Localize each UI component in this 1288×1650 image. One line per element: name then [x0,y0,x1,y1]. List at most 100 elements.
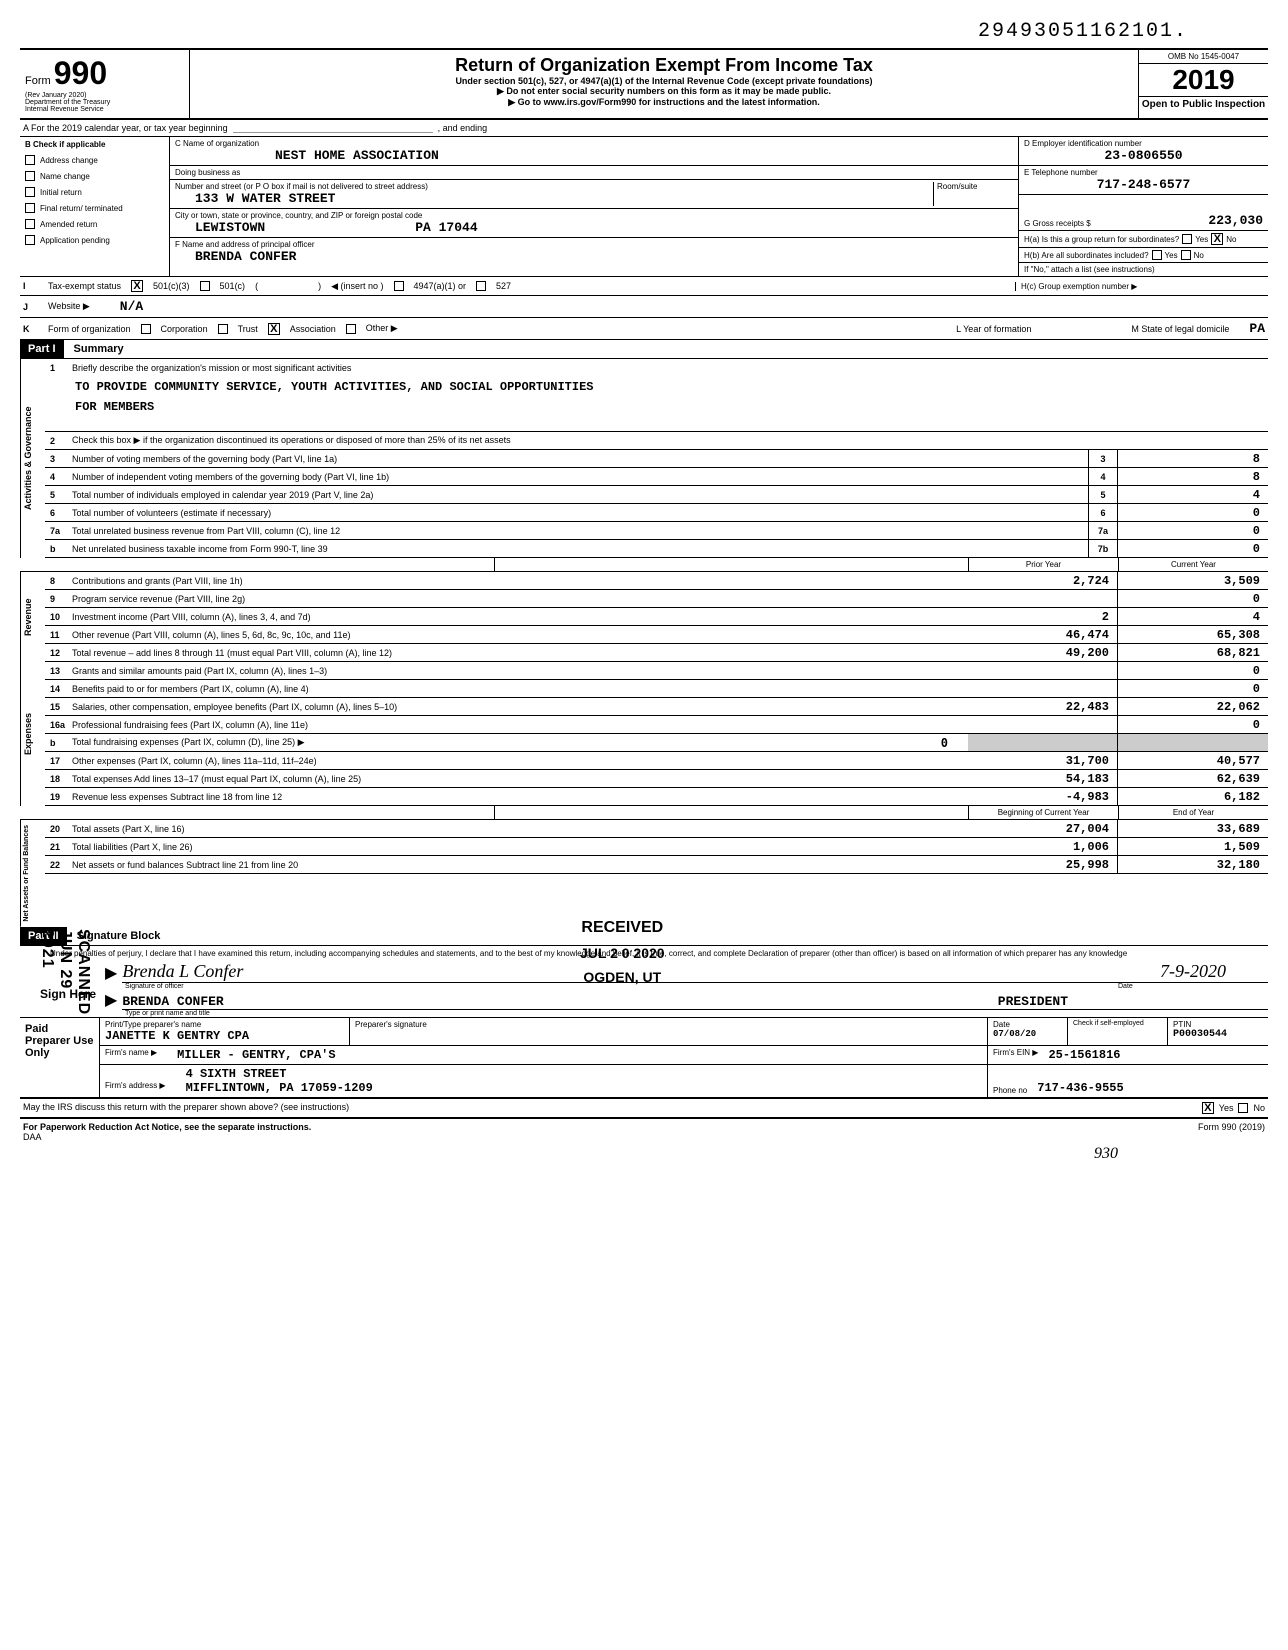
line17-prior: 31,700 [968,752,1118,769]
row-a: A For the 2019 calendar year, or tax yea… [20,120,1268,137]
line15-prior: 22,483 [968,698,1118,715]
sig-date-label: Date [1118,983,1268,990]
firm-addr1: 4 SIXTH STREET [186,1067,287,1081]
part1-header: Part I [20,340,64,358]
line15-label: Salaries, other compensation, employee b… [70,700,968,714]
cb-527[interactable] [476,281,486,291]
cb-final[interactable] [25,203,35,213]
cb-501c[interactable] [200,281,210,291]
firm-phone-label: Phone no [993,1086,1027,1095]
discuss-row: May the IRS discuss this return with the… [20,1099,1268,1119]
hb-no-cb[interactable] [1181,250,1191,260]
tax-year-begin [233,123,433,133]
cb-final-label: Final return/ terminated [40,204,123,213]
end-year-header: End of Year [1118,806,1268,819]
line6-label: Total number of volunteers (estimate if … [70,506,1088,520]
ha-label: H(a) Is this a group return for subordin… [1024,235,1179,244]
line7a-value: 0 [1118,522,1268,539]
cb-assoc[interactable]: X [268,323,280,335]
cb-other[interactable] [346,324,356,334]
line12-current: 68,821 [1118,644,1268,661]
vtab-expenses: Expenses [20,662,45,806]
prep-check-label: Check if self-employed [1068,1018,1168,1045]
street-label: Number and street (or P O box if mail is… [175,182,933,191]
line8-current: 3,509 [1118,572,1268,589]
governance-section: Activities & Governance 1 Briefly descri… [20,359,1268,558]
year-box: OMB No 1545-0047 2019 Open to Public Ins… [1138,50,1268,118]
check-column: B Check if applicable Address change Nam… [20,137,170,276]
line1-label: Briefly describe the organization's miss… [70,361,1268,375]
form-subtitle-1: Under section 501(c), 527, or 4947(a)(1)… [195,76,1133,86]
line3-value: 8 [1118,450,1268,467]
line16a-prior [968,716,1118,733]
line3-label: Number of voting members of the governin… [70,452,1088,466]
label-4947: 4947(a)(1) or [414,281,467,291]
line22-label: Net assets or fund balances Subtract lin… [70,858,968,872]
form-identifier: Form 990 (Rev January 2020) Department o… [20,50,190,118]
form-label: Form [25,75,51,87]
line13-prior [968,662,1118,679]
domicile-value: PA [1239,321,1265,336]
firm-ein-value: 25-1561816 [1048,1048,1120,1062]
hb-yes-cb[interactable] [1152,250,1162,260]
line16b-current-shaded [1118,734,1268,751]
column-headers: Prior Year Current Year [20,558,1268,572]
officer-label: F Name and address of principal officer [175,240,1013,249]
cb-corp[interactable] [141,324,151,334]
line19-current: 6,182 [1118,788,1268,805]
tax-status-row: I Tax-exempt status X 501(c)(3) 501(c) (… [20,277,1268,296]
gross-label: G Gross receipts $ [1024,219,1091,228]
line14-current: 0 [1118,680,1268,697]
hb-yes: Yes [1165,251,1178,260]
open-public: Open to Public Inspection [1139,96,1268,112]
discuss-no-cb[interactable] [1238,1103,1248,1113]
line21-prior: 1,006 [968,838,1118,855]
state-zip: PA 17044 [265,220,477,235]
line13-current: 0 [1118,662,1268,679]
cb-4947[interactable] [394,281,404,291]
cb-trust[interactable] [218,324,228,334]
paid-preparer-label: Paid Preparer Use Only [20,1018,100,1097]
line4-value: 8 [1118,468,1268,485]
line16a-current: 0 [1118,716,1268,733]
line13-label: Grants and similar amounts paid (Part IX… [70,664,968,678]
line7b-label: Net unrelated business taxable income fr… [70,542,1088,556]
line9-current: 0 [1118,590,1268,607]
row-a-ending: , and ending [438,123,488,133]
cb-amended-label: Amended return [40,220,97,229]
cb-initial[interactable] [25,187,35,197]
line11-label: Other revenue (Part VIII, column (A), li… [70,628,968,642]
received-ogden: OGDEN, UT [580,969,665,985]
phone-label: E Telephone number [1024,168,1263,177]
discuss-yes-cb[interactable]: X [1202,1102,1214,1114]
line15-current: 22,062 [1118,698,1268,715]
gross-value: 223,030 [1091,213,1263,228]
omb-number: OMB No 1545-0047 [1139,50,1268,64]
cb-address[interactable] [25,155,35,165]
ha-yes-cb[interactable] [1182,234,1192,244]
year-formation-label: L Year of formation [956,324,1031,334]
line4-label: Number of independent voting members of … [70,470,1088,484]
label-corp: Corporation [161,324,208,334]
line18-label: Total expenses Add lines 13–17 (must equ… [70,772,968,786]
label-other: Other ▶ [366,323,398,334]
line12-prior: 49,200 [968,644,1118,661]
line7a-label: Total unrelated business revenue from Pa… [70,524,1088,538]
line6-value: 0 [1118,504,1268,521]
hb-note: If "No," attach a list (see instructions… [1019,263,1268,276]
line20-label: Total assets (Part X, line 16) [70,822,968,836]
line11-current: 65,308 [1118,626,1268,643]
cb-amended[interactable] [25,219,35,229]
cb-pending[interactable] [25,235,35,245]
form-subtitle-2: ▶ Do not enter social security numbers o… [195,86,1133,97]
line9-prior [968,590,1118,607]
line2-label: Check this box ▶ if the organization dis… [70,433,1268,448]
form-dept: Department of the Treasury [25,99,184,106]
line10-current: 4 [1118,608,1268,625]
ha-no-cb[interactable]: X [1211,233,1223,245]
line17-label: Other expenses (Part IX, column (A), lin… [70,754,968,768]
hb-no: No [1194,251,1204,260]
cb-name[interactable] [25,171,35,181]
hc-label: H(c) Group exemption number ▶ [1015,282,1265,291]
cb-501c3[interactable]: X [131,280,143,292]
